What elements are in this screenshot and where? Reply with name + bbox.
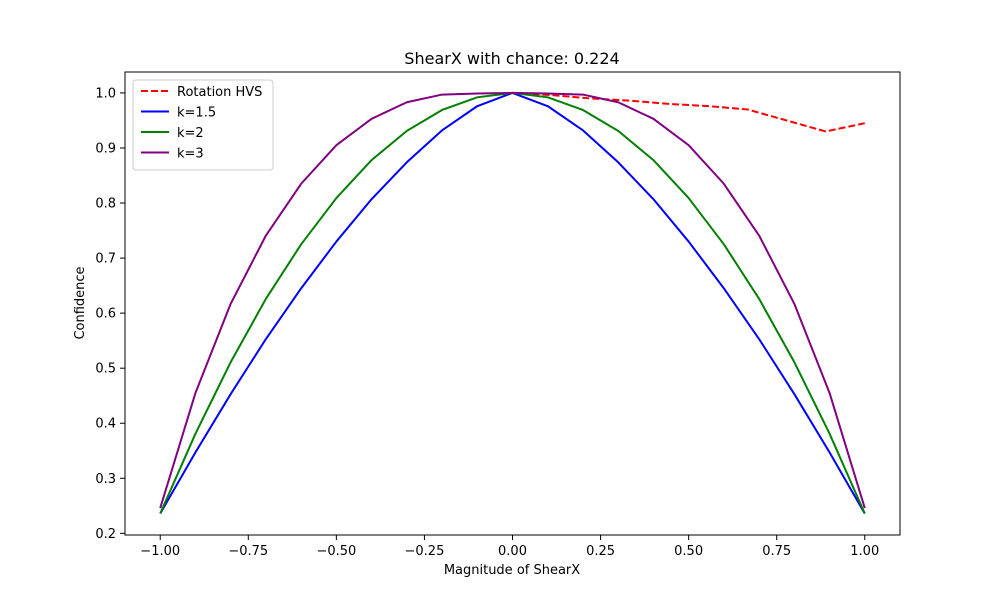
y-tick-label: 0.9: [95, 141, 116, 156]
x-tick-label: −0.25: [405, 544, 445, 559]
x-tick-label: 0.75: [762, 544, 791, 559]
legend-label: k=1.5: [177, 106, 216, 121]
legend-label: k=3: [177, 147, 204, 162]
series-line-k-3: [159, 91, 866, 509]
x-axis-label: Magnitude of ShearX: [444, 563, 580, 578]
legend-box: [132, 79, 274, 171]
legend-label: k=2: [177, 126, 204, 141]
y-tick-label: 1.0: [95, 86, 116, 101]
y-tick-label: 0.7: [95, 252, 116, 267]
x-tick-label: −0.75: [228, 544, 268, 559]
series-line-rotation-hvs: [512, 91, 865, 133]
legend: Rotation HVS k=1.5 k=2 k=3: [132, 79, 274, 171]
x-tick-label: −1.00: [140, 544, 180, 559]
y-axis-label: Confidence: [73, 266, 88, 339]
y-tick-label: 0.5: [95, 362, 116, 377]
x-axis: −1.00 −0.75 −0.50 −0.25 0.00 0.25 0.50 0.75 1.00: [140, 535, 879, 559]
y-axis: 0.2 0.3 0.4 0.5 0.6 0.7 0.8 0.9 1.0: [95, 86, 125, 542]
y-tick-label: 0.8: [95, 197, 116, 212]
x-tick-label: 0.50: [674, 544, 703, 559]
legend-label: Rotation HVS: [177, 85, 262, 100]
x-tick-label: −0.50: [316, 544, 356, 559]
y-tick-label: 0.2: [95, 527, 116, 542]
y-tick-label: 0.4: [95, 417, 116, 432]
x-tick-label: 0.25: [586, 544, 615, 559]
series-layer: [159, 91, 866, 515]
y-tick-label: 0.3: [95, 472, 116, 487]
x-tick-label: 0.00: [498, 544, 527, 559]
y-tick-label: 0.6: [95, 307, 116, 322]
chart-title: ShearX with chance: 0.224: [404, 49, 619, 68]
x-tick-label: 1.00: [850, 544, 879, 559]
